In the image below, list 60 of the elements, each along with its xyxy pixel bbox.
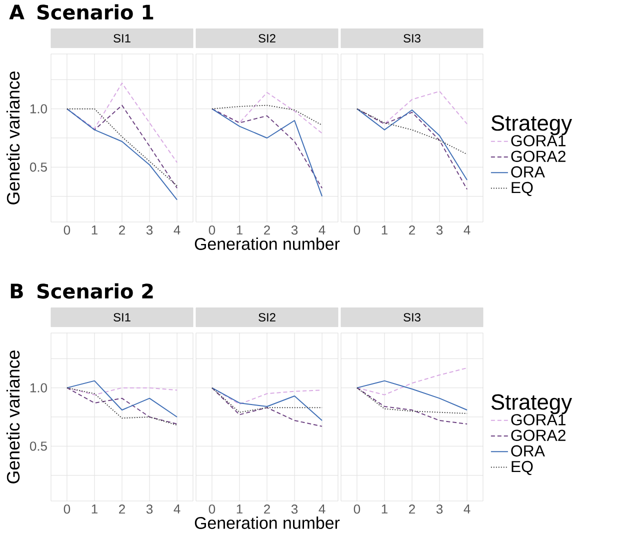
chart-title: SI1 [114, 313, 130, 322]
text: Scenario 2 [38, 283, 153, 299]
x-tick-label: 0 [64, 504, 70, 514]
x-tick-label: 0 [208, 504, 216, 514]
line-series [66, 108, 178, 200]
x-tick-label: 3 [291, 226, 298, 235]
y-tick-label: 0.5 [30, 442, 47, 451]
chart-title: SI2 [258, 34, 276, 43]
x-tick-label: 0 [64, 226, 70, 235]
legend-label: GORA1 [511, 135, 566, 146]
x-tick-label: 4 [174, 226, 180, 234]
x-tick-label: 3 [436, 226, 443, 235]
x-tick-label: 2 [409, 504, 415, 514]
x-tick-label: 2 [119, 504, 125, 514]
chart-title: SI3 [404, 34, 420, 43]
x-tick-label: 1 [382, 226, 388, 234]
legend-label: ORA [511, 166, 545, 178]
x-tick-label: 1 [382, 504, 388, 514]
x-tick-label: 0 [354, 504, 360, 514]
legend-label: EQ [512, 182, 533, 196]
legend-label: GORA2 [511, 150, 566, 162]
line-series [66, 380, 178, 418]
legend-label: ORA [511, 445, 545, 457]
x-tick-label: 2 [264, 504, 270, 514]
x-tick-label: 3 [291, 504, 298, 514]
y-axis-title: Genetic variance [6, 72, 20, 204]
y-tick-label: 1.0 [30, 104, 47, 114]
x-tick-label: 3 [146, 226, 153, 235]
legend-label: GORA2 [511, 430, 566, 441]
x-tick-label: 4 [318, 504, 326, 514]
chart-title: SI1 [114, 34, 130, 43]
x-tick-label: 0 [208, 226, 216, 235]
x-tick-label: 0 [354, 226, 360, 235]
legend-label: EQ [512, 460, 533, 476]
x-axis-title: Generation number [194, 238, 340, 250]
x-tick-label: 3 [436, 504, 443, 514]
y-tick-label: 0.5 [30, 162, 47, 172]
chart-title: SI3 [404, 313, 420, 322]
x-tick-label: 4 [174, 504, 180, 514]
text: A [9, 4, 24, 20]
x-tick-label: 3 [146, 504, 153, 514]
x-tick-label: 2 [264, 226, 270, 235]
x-tick-label: 4 [464, 504, 470, 514]
text: Scenario 1 [38, 4, 154, 20]
y-tick-label: 1.0 [30, 383, 47, 392]
text: B [10, 284, 23, 298]
legend-title: Strategy [491, 115, 572, 136]
x-tick-label: 4 [464, 226, 470, 234]
x-tick-label: 2 [409, 226, 415, 235]
x-tick-label: 1 [236, 226, 242, 234]
x-tick-label: 1 [92, 504, 98, 514]
legend-label: GORA1 [511, 414, 566, 426]
y-axis-title: Genetic variance [6, 350, 20, 484]
x-tick-label: 1 [92, 226, 98, 234]
chart-title: SI2 [258, 313, 276, 322]
x-tick-label: 2 [119, 226, 125, 235]
legend-title: Strategy [491, 394, 572, 414]
x-axis-title: Generation number [194, 516, 340, 529]
x-tick-label: 4 [318, 226, 326, 234]
x-tick-label: 1 [236, 504, 242, 514]
